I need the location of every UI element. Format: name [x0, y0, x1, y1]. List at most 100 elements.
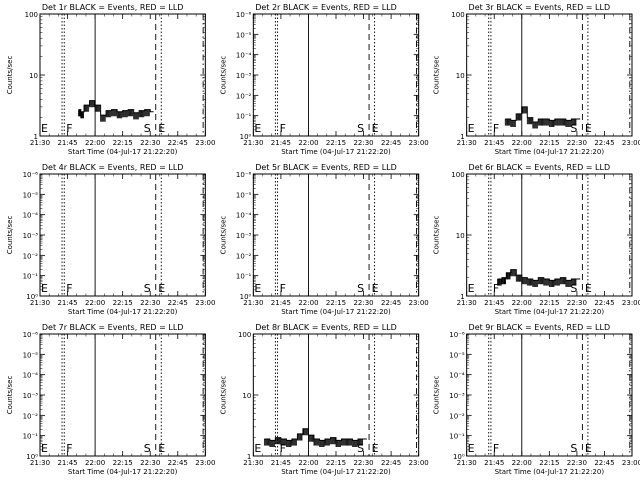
y-tick-label: 10⁻¹: [23, 433, 39, 441]
plot-frame: [39, 173, 206, 297]
x-tick-label: 22:00: [85, 459, 105, 467]
chart-panel-6: Det 6r BLACK = Events, RED = LLD 1 10 100 Co…: [433, 163, 640, 316]
chart-title: Det 5r BLACK = Events, RED = LLD: [255, 163, 397, 172]
x-tick-label: 22:45: [594, 459, 614, 467]
x-tick-label: 22:15: [113, 299, 133, 307]
marker-label-S: S: [357, 122, 364, 135]
plot-frame: [39, 13, 206, 137]
marker-label-F: F: [280, 282, 286, 295]
marker-label-E: E: [41, 122, 48, 135]
x-tick-label: 22:15: [326, 459, 346, 467]
chart-panel-5: Det 5r BLACK = Events, RED = LLD 10⁰ 10⁻¹ 1…: [219, 163, 428, 316]
plot-frame: [39, 333, 206, 457]
y-tick-label: 10: [456, 72, 465, 80]
x-tick-label: 21:30: [243, 139, 263, 147]
y-axis-label: Counts/sec: [219, 56, 227, 95]
y-axis-label: Counts/sec: [433, 376, 441, 415]
y-tick-label: 10⁻³: [23, 392, 39, 400]
marker-label-E: E: [254, 122, 261, 135]
x-tick-label: 21:45: [271, 459, 291, 467]
marker-label-F: F: [66, 282, 72, 295]
marker-label-E: E: [41, 282, 48, 295]
plot-frame: [466, 333, 633, 457]
y-tick-label: 10⁻⁴: [236, 52, 252, 60]
plot-frame: [466, 173, 633, 297]
x-tick-label: 22:00: [85, 299, 105, 307]
y-tick-label: 10⁻⁶: [23, 171, 39, 179]
x-tick-label: 23:00: [622, 299, 640, 307]
y-tick-label: 10⁻⁵: [449, 351, 465, 359]
y-tick-label: 10: [242, 392, 251, 400]
x-tick-label: 22:45: [168, 299, 188, 307]
marker-label-F: F: [66, 122, 72, 135]
x-tick-label: 22:30: [353, 299, 373, 307]
y-tick-label: 10⁻¹: [449, 433, 465, 441]
y-tick-label: 10⁻³: [236, 232, 252, 240]
y-tick-label: 10⁻⁶: [236, 11, 252, 19]
x-tick-label: 22:30: [567, 299, 587, 307]
chart-title: Det 6r BLACK = Events, RED = LLD: [469, 163, 611, 172]
y-tick-label: 1: [34, 133, 38, 141]
x-tick-label: 22:00: [85, 139, 105, 147]
marker-label-E: E: [585, 122, 592, 135]
marker-label-E: E: [158, 282, 165, 295]
marker-label-F: F: [493, 282, 499, 295]
marker-label-S: S: [570, 122, 577, 135]
x-axis-label: Start Time (04-Jul-17 21:22:20): [495, 308, 605, 316]
y-tick-label: 1: [247, 453, 251, 461]
marker-label-S: S: [570, 282, 577, 295]
marker-label-E: E: [585, 282, 592, 295]
chart-title: Det 7r BLACK = Events, RED = LLD: [42, 323, 184, 332]
x-tick-label: 22:15: [113, 139, 133, 147]
x-axis-label: Start Time (04-Jul-17 21:22:20): [281, 308, 391, 316]
x-axis-label: Start Time (04-Jul-17 21:22:20): [68, 468, 178, 476]
marker-label-E: E: [372, 442, 379, 455]
x-axis-label: Start Time (04-Jul-17 21:22:20): [68, 148, 178, 156]
marker-label-F: F: [493, 122, 499, 135]
marker-label-F: F: [493, 442, 499, 455]
x-tick-label: 22:00: [512, 459, 532, 467]
x-tick-label: 22:00: [298, 139, 318, 147]
marker-label-E: E: [158, 122, 165, 135]
y-tick-label: 10⁻¹: [23, 273, 39, 281]
x-tick-label: 22:00: [512, 139, 532, 147]
x-tick-label: 22:00: [298, 299, 318, 307]
marker-label-S: S: [144, 122, 151, 135]
y-tick-label: 100: [451, 171, 464, 179]
x-tick-label: 21:30: [30, 299, 50, 307]
y-tick-label: 10⁻⁴: [449, 372, 465, 380]
marker-label-E: E: [158, 442, 165, 455]
marker-label-E: E: [468, 122, 475, 135]
chart-panel-9: Det 9r BLACK = Events, RED = LLD 10⁰ 10⁻¹ 1…: [433, 323, 640, 476]
marker-label-F: F: [280, 442, 286, 455]
marker-label-E: E: [372, 282, 379, 295]
marker-label-S: S: [144, 442, 151, 455]
chart-title: Det 4r BLACK = Events, RED = LLD: [42, 163, 184, 172]
y-axis-label: Counts/sec: [219, 216, 227, 255]
y-tick-label: 10⁻³: [449, 392, 465, 400]
x-tick-label: 21:30: [30, 139, 50, 147]
marker-label-E: E: [468, 442, 475, 455]
x-tick-label: 23:00: [409, 299, 429, 307]
series-line: [264, 428, 367, 441]
chart-panel-2: Det 2r BLACK = Events, RED = LLD 10⁰ 10⁻¹ 1…: [219, 3, 428, 156]
x-tick-label: 21:30: [243, 299, 263, 307]
y-tick-label: 10⁰: [26, 453, 38, 461]
x-axis-label: Start Time (04-Jul-17 21:22:20): [281, 468, 391, 476]
marker-label-S: S: [357, 282, 364, 295]
plot-frame: [466, 13, 633, 137]
x-tick-label: 23:00: [195, 139, 215, 147]
x-tick-label: 22:15: [326, 299, 346, 307]
y-tick-label: 10⁻²: [23, 252, 39, 260]
x-tick-label: 21:30: [30, 459, 50, 467]
chart-title: Det 2r BLACK = Events, RED = LLD: [255, 3, 397, 12]
x-tick-label: 21:45: [484, 459, 504, 467]
x-axis-label: Start Time (04-Jul-17 21:22:20): [495, 148, 605, 156]
y-tick-label: 100: [25, 11, 38, 19]
x-tick-label: 21:45: [57, 299, 77, 307]
y-tick-label: 10⁻⁵: [236, 31, 252, 39]
x-tick-label: 21:45: [57, 139, 77, 147]
marker-label-E: E: [372, 122, 379, 135]
y-tick-label: 10⁰: [240, 133, 252, 141]
